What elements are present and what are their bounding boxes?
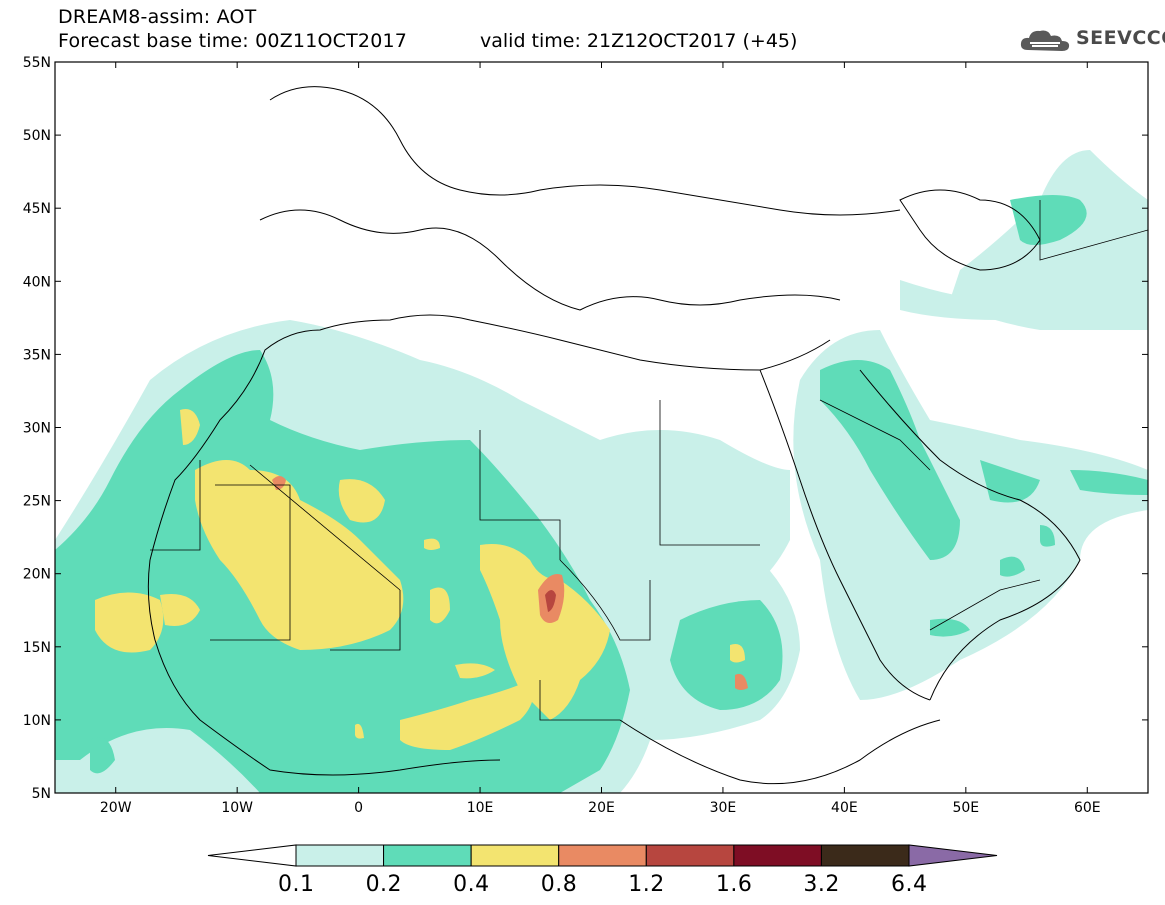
forecast-base-time: Forecast base time: 00Z11OCT2017 xyxy=(58,30,408,52)
colorbar-box xyxy=(558,844,647,867)
lon-label: 10W xyxy=(221,800,253,816)
lon-label: 10E xyxy=(467,800,494,816)
lat-label: 15N xyxy=(23,640,51,656)
colorbar-box xyxy=(733,844,822,867)
colorbar-level-label: 0.2 xyxy=(365,872,403,897)
latitude-axis: 55N 50N 45N 40N 35N 30N 25N 20N 15N 10N 5N xyxy=(23,55,1148,802)
lat-label: 45N xyxy=(23,201,51,217)
lon-label: 0 xyxy=(354,800,363,816)
map-title: DREAM8-assim: AOT xyxy=(58,6,257,28)
aot-level-0.4 xyxy=(95,409,745,750)
colorbar-box xyxy=(820,844,910,867)
lat-label: 5N xyxy=(32,786,51,802)
lon-label: 40E xyxy=(831,800,858,816)
lat-label: 55N xyxy=(23,55,51,71)
lat-label: 50N xyxy=(23,128,51,144)
aot-level-1.2 xyxy=(545,590,556,612)
colorbar-box xyxy=(645,844,735,867)
lat-label: 20N xyxy=(23,567,51,583)
valid-time: valid time: 21Z12OCT2017 (+45) xyxy=(480,30,798,52)
colorbar-box xyxy=(383,844,472,867)
colorbar-level-label: 1.6 xyxy=(715,872,753,897)
cloud-icon xyxy=(1020,30,1070,51)
logo-text: SEEVCCC xyxy=(1076,27,1165,49)
coastlines xyxy=(147,86,1081,785)
colorbar-level-label: 6.4 xyxy=(891,872,928,897)
colorbar-arrow-high xyxy=(908,844,998,867)
borders xyxy=(150,200,1148,721)
colorbar-arrow-low xyxy=(207,844,297,867)
colorbar-level-label: 3.2 xyxy=(803,872,840,897)
lat-label: 30N xyxy=(23,421,51,437)
lon-label: 20W xyxy=(100,800,132,816)
lat-label: 25N xyxy=(23,494,51,510)
lon-label: 20E xyxy=(588,800,615,816)
lat-label: 35N xyxy=(23,347,51,363)
seevccc-logo: SEEVCCC xyxy=(1018,26,1165,56)
lon-label: 30E xyxy=(710,800,737,816)
lat-label: 40N xyxy=(23,274,51,290)
aot-shading xyxy=(55,62,1148,793)
lon-label: 50E xyxy=(952,800,979,816)
colorbar-level-label: 0.1 xyxy=(278,872,315,897)
colorbar-level-label: 1.2 xyxy=(628,872,665,897)
colorbar-box xyxy=(470,844,560,867)
lon-label: 60E xyxy=(1074,800,1101,816)
colorbar-box xyxy=(295,844,385,867)
lat-label: 10N xyxy=(23,713,51,729)
longitude-axis: 20W 10W 0 10E 20E 30E 40E 50E 60E xyxy=(100,62,1101,816)
colorbar xyxy=(207,844,998,867)
colorbar-level-label: 0.4 xyxy=(453,872,490,897)
colorbar-level-label: 0.8 xyxy=(540,872,578,897)
